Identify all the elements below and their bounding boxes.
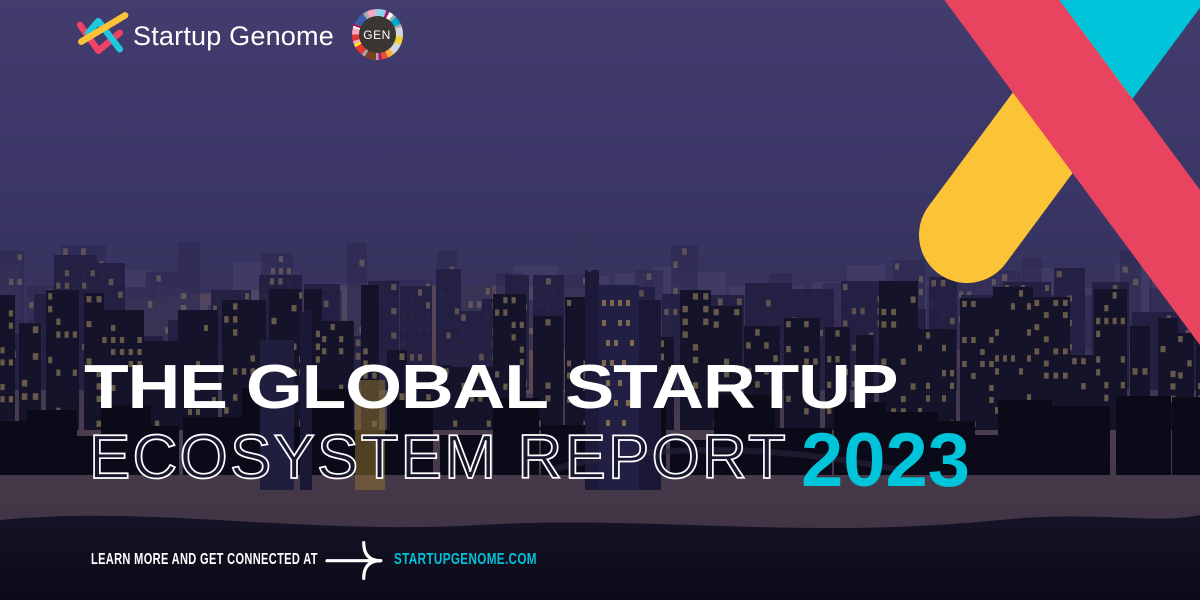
svg-text:ECOSYSTEM REPORT: ECOSYSTEM REPORT xyxy=(89,423,788,492)
svg-text:2023: 2023 xyxy=(801,418,970,503)
